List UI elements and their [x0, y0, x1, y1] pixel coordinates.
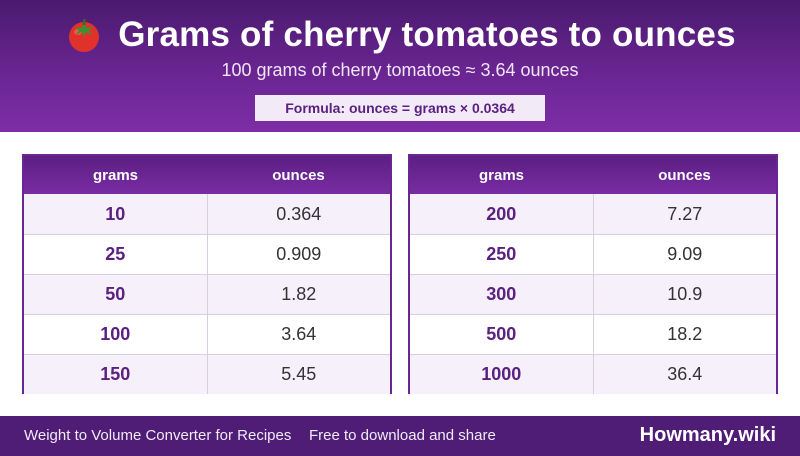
ounces-cell: 36.4: [667, 364, 703, 384]
grams-cell: 100: [24, 315, 208, 354]
footer-bar: Weight to Volume Converter for Recipes F…: [0, 416, 800, 456]
table-row: 1000 36.4: [410, 354, 776, 394]
ounces-cell: 7.27: [667, 203, 703, 224]
ounces-cell: 3.64: [281, 324, 317, 344]
table-row: 250 9.09: [410, 234, 776, 274]
column-header-ounces: ounces: [272, 166, 325, 184]
grams-cell: 1000: [410, 355, 594, 394]
ounces-cell: 10.9: [667, 284, 703, 304]
grams-cell: 250: [410, 235, 594, 274]
conversion-table-left: grams ounces 10 0.364 25 0.909 50 1.82 1…: [22, 154, 392, 394]
table-header: grams ounces: [410, 156, 776, 194]
ounces-cell: 0.364: [276, 203, 322, 224]
table-row: 200 7.27: [410, 194, 776, 234]
table-row: 25 0.909: [24, 234, 390, 274]
table-row: 150 5.45: [24, 354, 390, 394]
grams-cell: 300: [410, 275, 594, 314]
column-header-grams: grams: [478, 166, 525, 184]
ounces-cell: 18.2: [667, 324, 703, 344]
grams-cell: 200: [410, 194, 594, 234]
table-row: 500 18.2: [410, 314, 776, 354]
page-title: Grams of cherry tomatoes to ounces: [118, 15, 736, 54]
table-body: 10 0.364 25 0.909 50 1.82 100 3.64 150 5…: [24, 194, 390, 394]
ounces-cell: 5.45: [281, 364, 317, 384]
table-row: 10 0.364: [24, 194, 390, 234]
header-banner: Grams of cherry tomatoes to ounces 100 g…: [0, 0, 800, 132]
grams-cell: 150: [24, 355, 208, 394]
ounces-cell: 0.909: [276, 244, 322, 264]
footer-note: Free to download and share: [309, 427, 496, 444]
footer-app-name: Weight to Volume Converter for Recipes: [24, 427, 292, 444]
table-row: 100 3.64: [24, 314, 390, 354]
column-header-ounces: ounces: [658, 166, 711, 184]
tomato-icon: [64, 15, 104, 55]
ounces-cell: 1.82: [281, 284, 317, 304]
formula-box: Formula: ounces = grams × 0.0364: [255, 95, 545, 121]
grams-cell: 50: [24, 275, 208, 314]
conversion-table-right: grams ounces 200 7.27 250 9.09 300 10.9 …: [408, 154, 778, 394]
column-header-grams: grams: [92, 166, 139, 184]
grams-cell: 500: [410, 315, 594, 354]
brand-logo-text[interactable]: Howmany.wiki: [639, 424, 776, 446]
table-header: grams ounces: [24, 156, 390, 194]
table-row: 300 10.9: [410, 274, 776, 314]
grams-cell: 25: [24, 235, 208, 274]
title-row: Grams of cherry tomatoes to ounces: [0, 12, 800, 58]
page-subtitle: 100 grams of cherry tomatoes ≈ 3.64 ounc…: [221, 60, 579, 80]
table-body: 200 7.27 250 9.09 300 10.9 500 18.2 1000…: [410, 194, 776, 394]
table-row: 50 1.82: [24, 274, 390, 314]
ounces-cell: 9.09: [667, 244, 703, 264]
grams-cell: 10: [24, 194, 208, 234]
